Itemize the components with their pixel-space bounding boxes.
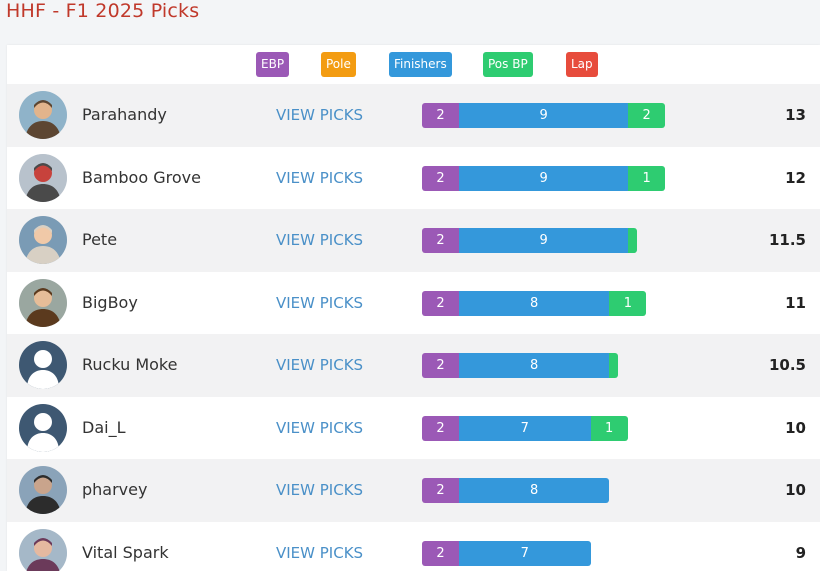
finishers-segment: 8 — [459, 478, 610, 503]
view-picks-link[interactable]: VIEW PICKS — [276, 106, 364, 124]
legend: EBP Pole Finishers Pos BP Lap — [7, 45, 820, 84]
avatar — [19, 403, 67, 452]
table-row: BigBoy VIEW PICKS 2 8 1 11 — [7, 272, 820, 335]
player-name: Vital Spark — [82, 542, 169, 562]
total-score: 10 — [785, 418, 806, 437]
avatar — [19, 91, 67, 139]
ebp-segment: 2 — [422, 103, 459, 128]
avatar — [19, 466, 67, 514]
player-name: Pete — [82, 230, 118, 249]
legend-ebp: EBP — [256, 52, 290, 77]
table-row: Rucku Moke VIEW PICKS 2 8 10.5 — [7, 334, 820, 397]
player-name: Dai_L — [82, 417, 126, 437]
ebp-segment: 2 — [422, 478, 459, 503]
view-picks-link[interactable]: VIEW PICKS — [276, 418, 364, 437]
table-row: Pete VIEW PICKS 2 9 11.5 — [7, 209, 820, 272]
finishers-segment: 8 — [459, 290, 610, 316]
finishers-segment: 9 — [459, 165, 629, 191]
avatar — [19, 528, 67, 571]
pos-bp-segment: 1 — [609, 290, 647, 316]
ebp-segment: 2 — [422, 415, 459, 441]
legend-pos-bp: Pos BP — [483, 52, 533, 77]
ebp-segment: 2 — [422, 353, 459, 378]
pos-bp-segment: 2 — [628, 103, 666, 128]
finishers-segment: 7 — [459, 415, 591, 441]
total-score: 11 — [785, 293, 806, 312]
player-name: pharvey — [82, 480, 148, 499]
total-score: 13 — [785, 106, 806, 124]
avatar — [19, 278, 67, 327]
avatar — [19, 216, 67, 264]
view-picks-link[interactable]: VIEW PICKS — [276, 168, 364, 187]
pos-bp-segment — [628, 228, 638, 253]
ebp-segment: 2 — [422, 165, 459, 191]
legend-lap: Lap — [566, 52, 598, 77]
ebp-segment: 2 — [422, 540, 459, 566]
finishers-segment: 8 — [459, 353, 610, 378]
total-score: 12 — [785, 168, 806, 187]
pos-bp-segment: 1 — [590, 415, 628, 441]
ebp-segment: 2 — [422, 290, 459, 316]
table-row: Parahandy VIEW PICKS 2 9 2 13 — [7, 84, 820, 147]
table-row: Dai_L VIEW PICKS 2 7 1 10 — [7, 397, 820, 460]
view-picks-link[interactable]: VIEW PICKS — [276, 356, 364, 374]
page-title: HHF - F1 2025 Picks — [6, 0, 200, 22]
total-score: 11.5 — [768, 231, 806, 249]
finishers-segment: 9 — [459, 228, 629, 253]
view-picks-link[interactable]: VIEW PICKS — [276, 231, 364, 249]
table-row: pharvey VIEW PICKS 2 8 10 — [7, 459, 820, 522]
avatar — [19, 153, 67, 202]
player-name: Rucku Moke — [82, 355, 178, 374]
avatar — [19, 341, 67, 389]
standings-list: Parahandy VIEW PICKS 2 9 2 13 Bamboo Grove VIEW… — [7, 84, 820, 571]
legend-pole: Pole — [321, 52, 356, 77]
finishers-segment: 9 — [459, 103, 629, 128]
view-picks-link[interactable]: VIEW PICKS — [276, 481, 364, 499]
player-name: BigBoy — [82, 292, 138, 312]
table-row: Vital Spark VIEW PICKS 2 7 9 — [7, 522, 820, 571]
table-row: Bamboo Grove VIEW PICKS 2 9 1 12 — [7, 147, 820, 210]
total-score: 9 — [795, 543, 806, 562]
legend-finishers: Finishers — [389, 52, 452, 77]
player-name: Bamboo Grove — [82, 167, 201, 187]
total-score: 10.5 — [768, 356, 806, 374]
view-picks-link[interactable]: VIEW PICKS — [276, 293, 364, 312]
pos-bp-segment: 1 — [628, 165, 666, 191]
view-picks-link[interactable]: VIEW PICKS — [276, 543, 364, 562]
picks-card: EBP Pole Finishers Pos BP Lap Parahandy V… — [7, 45, 820, 571]
total-score: 10 — [785, 481, 806, 499]
pos-bp-segment — [609, 353, 619, 378]
ebp-segment: 2 — [422, 228, 459, 253]
player-name: Parahandy — [82, 105, 167, 124]
finishers-segment: 7 — [459, 540, 591, 566]
